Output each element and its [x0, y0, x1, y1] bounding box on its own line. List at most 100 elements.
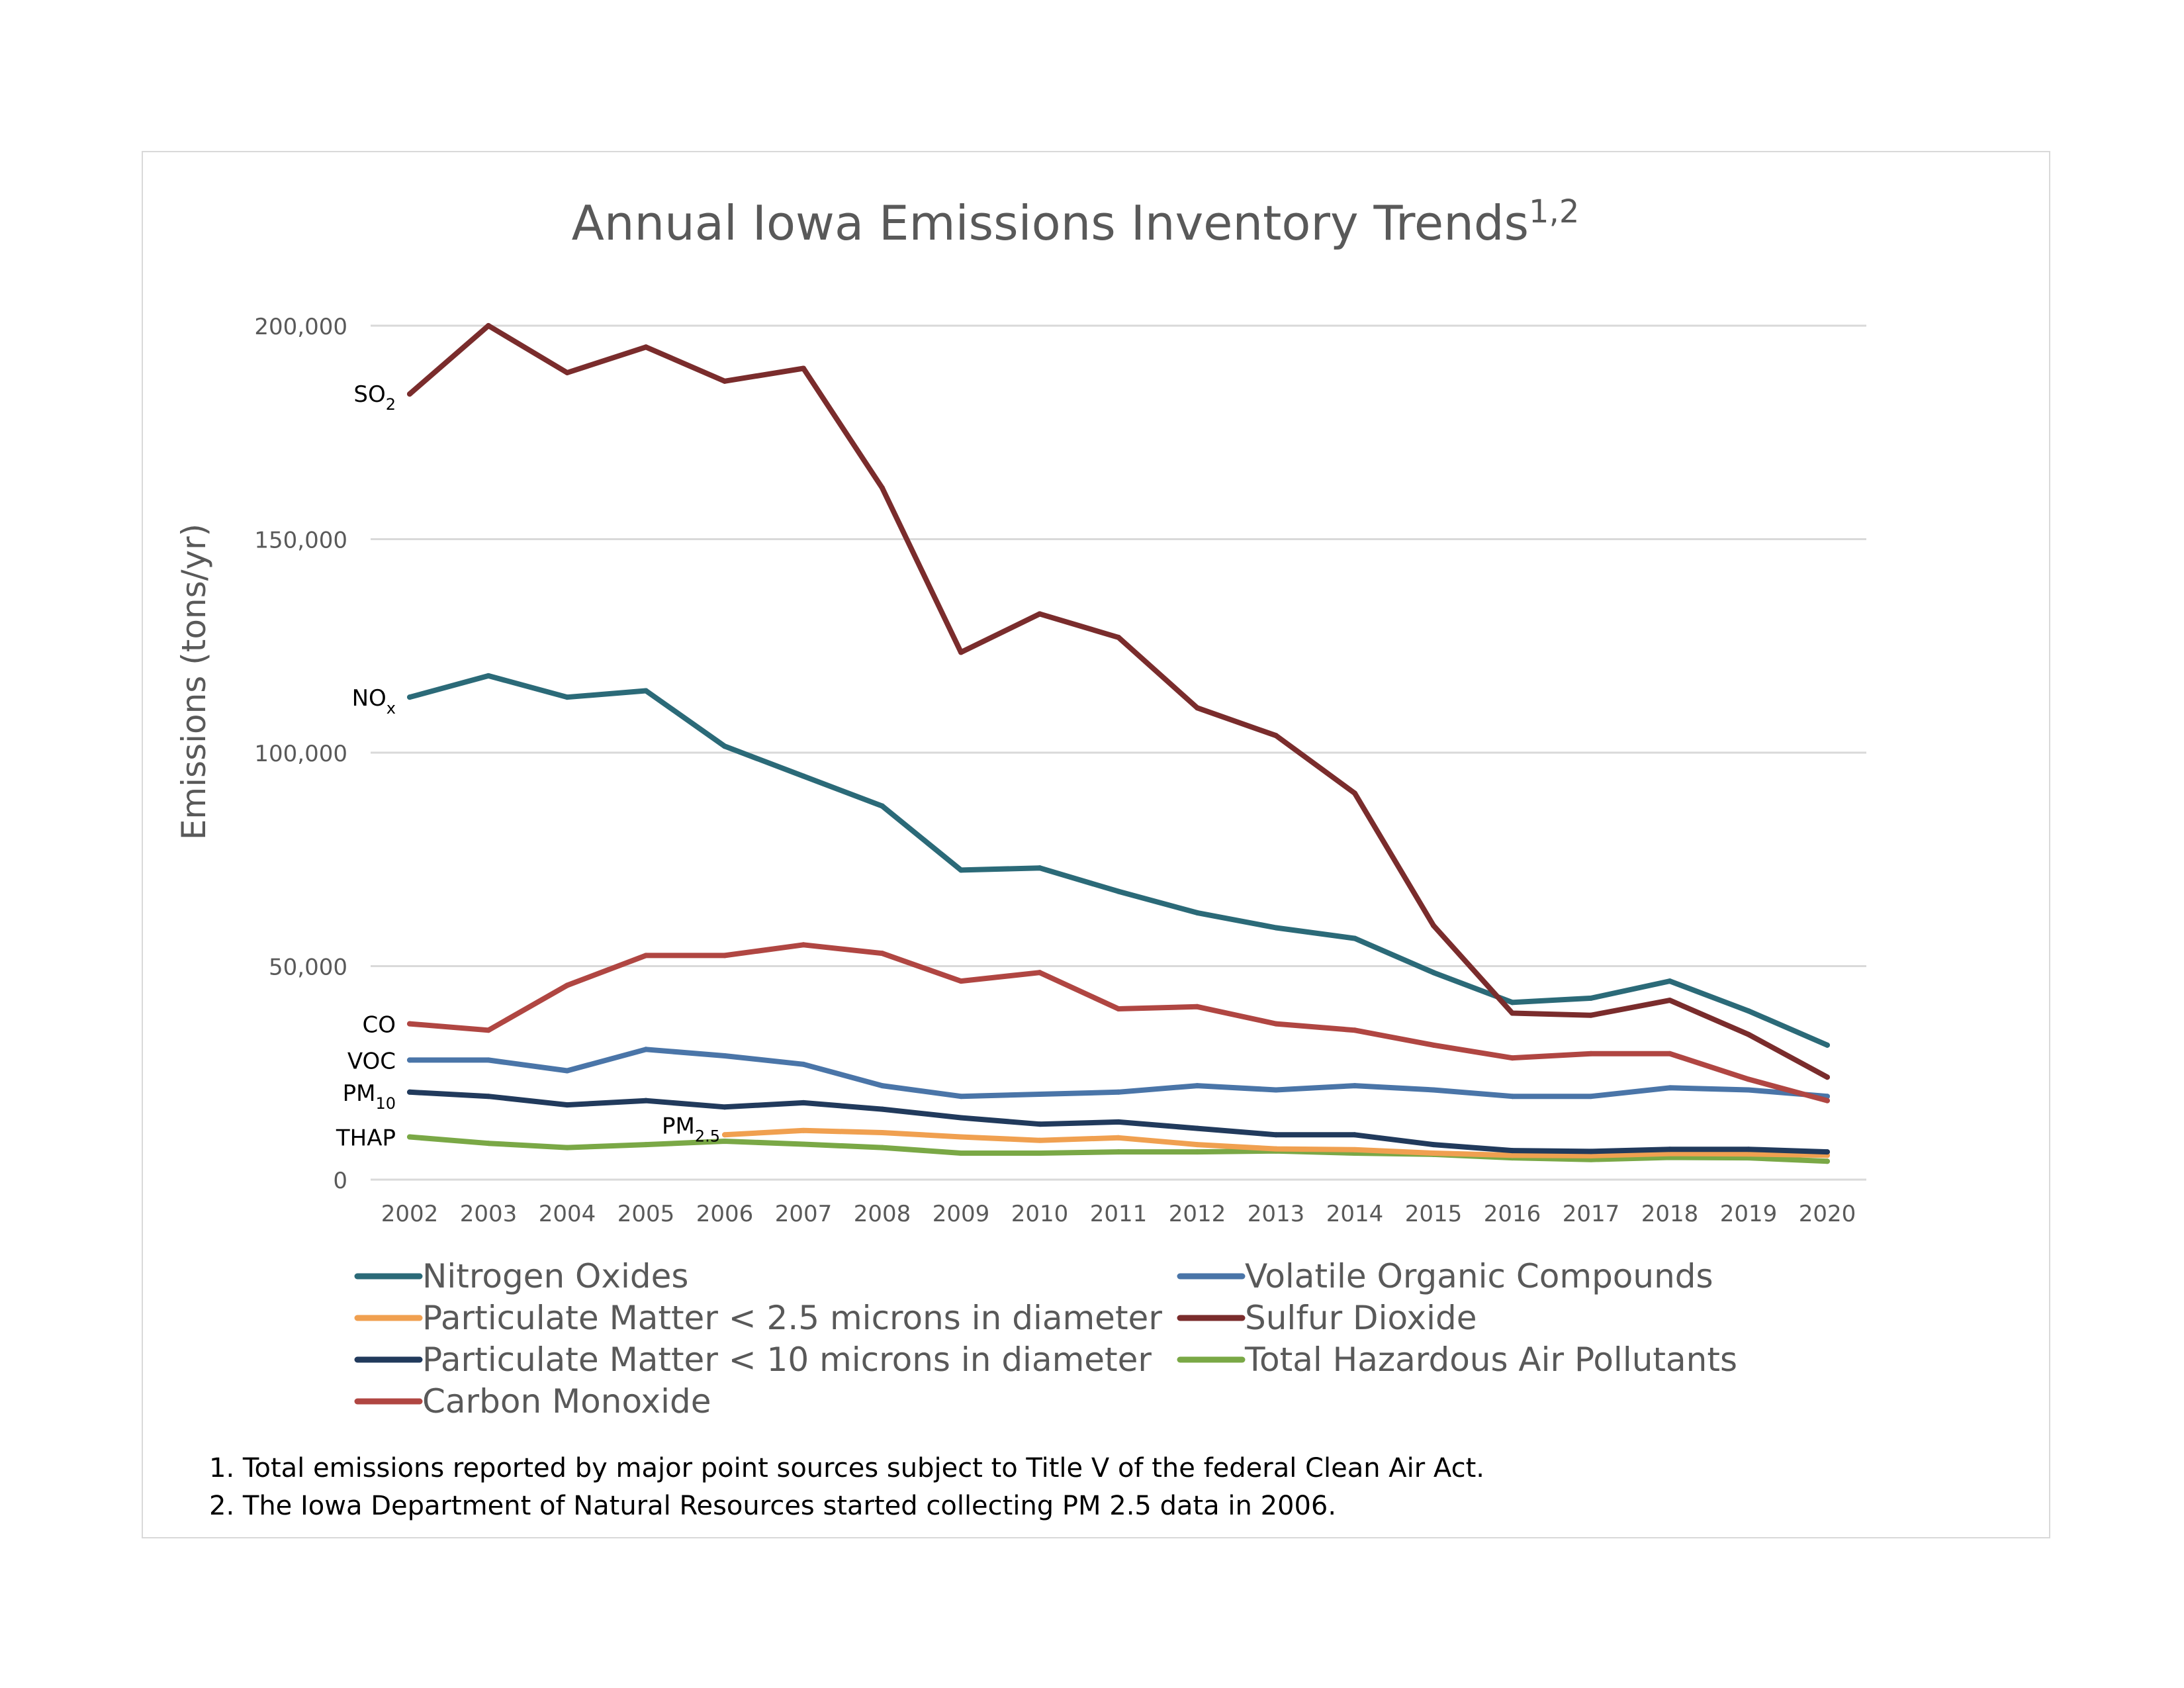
series-3 [407, 323, 1830, 1080]
data-point [1273, 1021, 1279, 1027]
data-point [565, 1145, 570, 1150]
data-point [407, 1021, 412, 1027]
series-4 [407, 1089, 1830, 1155]
data-point [1667, 1150, 1672, 1156]
series-0 [407, 673, 1830, 1048]
data-point [1667, 1085, 1672, 1091]
legend-label: Sulfur Dioxide [1245, 1299, 1477, 1337]
data-point [1116, 1089, 1121, 1095]
data-point [1037, 865, 1042, 871]
legend-label: Carbon Monoxide [422, 1382, 711, 1421]
data-point [1037, 611, 1042, 617]
series-1 [407, 1047, 1830, 1100]
data-point [1667, 1147, 1672, 1152]
series-line [407, 1047, 1830, 1100]
data-point [1195, 1004, 1200, 1009]
data-point [1352, 1147, 1357, 1152]
x-tick-label: 2009 [933, 1201, 990, 1227]
data-point [486, 1094, 491, 1100]
data-point [1431, 1150, 1436, 1156]
data-point [1037, 1121, 1042, 1127]
data-point [722, 1104, 727, 1110]
series-line [407, 673, 1830, 1048]
data-point [1116, 1119, 1121, 1125]
data-point [1588, 995, 1594, 1001]
x-tick-label: 2016 [1484, 1201, 1541, 1227]
data-point [958, 1134, 964, 1140]
data-point [1273, 1132, 1279, 1138]
data-point [801, 1061, 806, 1067]
x-tick-label: 2013 [1248, 1201, 1305, 1227]
x-tick-label: 2019 [1720, 1201, 1778, 1227]
data-point [565, 982, 570, 988]
data-point [801, 365, 806, 371]
x-tick-label: 2006 [696, 1201, 754, 1227]
data-point [1825, 1042, 1830, 1048]
x-axis-ticks: 2002 2003 2004 2005 2006 2007 2008 2009 2010 2011… [381, 1201, 1856, 1227]
series-line [407, 942, 1830, 1103]
data-point [565, 1068, 570, 1074]
x-tick-label: 2015 [1405, 1201, 1463, 1227]
data-point [1510, 1094, 1515, 1100]
data-point [1588, 1012, 1594, 1018]
data-point [565, 369, 570, 375]
data-point [1352, 935, 1357, 941]
data-point [1352, 1132, 1357, 1138]
data-point [880, 485, 885, 491]
data-point [407, 694, 412, 700]
series-inline-label: PM10 [343, 1080, 396, 1113]
data-point [880, 1145, 885, 1150]
data-point [1195, 1149, 1200, 1155]
data-point [1667, 998, 1672, 1004]
data-point [1588, 1051, 1594, 1056]
series-inline-label: SO2 [353, 381, 396, 414]
data-point [1431, 1142, 1436, 1148]
legend-item: Total Hazardous Air Pollutants [1177, 1340, 1737, 1379]
data-point [801, 1100, 806, 1105]
data-point [1667, 1051, 1672, 1056]
data-point [1195, 1125, 1200, 1131]
data-point [1273, 1087, 1279, 1093]
y-tick-label: 50,000 [269, 955, 347, 981]
data-point [958, 867, 964, 873]
data-point [958, 649, 964, 655]
data-point [722, 953, 727, 959]
data-point [643, 1098, 649, 1103]
data-point [1273, 1146, 1279, 1152]
chart-title-text: Annual Iowa Emissions Inventory Trends [572, 195, 1529, 251]
series-6 [407, 942, 1830, 1103]
data-point [1037, 1092, 1042, 1097]
chart-title: Annual Iowa Emissions Inventory Trends1,… [572, 193, 1580, 251]
data-point [1352, 1083, 1357, 1089]
data-point [1116, 1006, 1121, 1011]
data-point [1746, 1031, 1751, 1037]
series-lines [407, 323, 1830, 1164]
data-point [880, 951, 885, 957]
data-point [1825, 1098, 1830, 1103]
data-point [722, 743, 727, 749]
data-point [722, 1053, 727, 1058]
data-point [722, 378, 727, 384]
x-tick-label: 2008 [854, 1201, 911, 1227]
x-tick-label: 2007 [775, 1201, 833, 1227]
data-point [565, 1102, 570, 1108]
x-tick-label: 2004 [539, 1201, 596, 1227]
x-tick-label: 2010 [1011, 1201, 1069, 1227]
data-point [1116, 1149, 1121, 1155]
data-point [486, 1027, 491, 1033]
data-point [1116, 634, 1121, 640]
data-point [1431, 970, 1436, 976]
x-tick-label: 2014 [1326, 1201, 1384, 1227]
data-point [1510, 1148, 1515, 1154]
series-inline-label: CO [362, 1012, 396, 1039]
data-point [801, 773, 806, 779]
data-point [1195, 1142, 1200, 1148]
data-point [801, 1141, 806, 1147]
legend-label: Total Hazardous Air Pollutants [1244, 1340, 1737, 1379]
data-point [958, 1115, 964, 1121]
data-point [1588, 1152, 1594, 1158]
series-2 [722, 1127, 1830, 1158]
data-point [1825, 1074, 1830, 1080]
data-point [1195, 705, 1200, 711]
data-point [565, 694, 570, 700]
